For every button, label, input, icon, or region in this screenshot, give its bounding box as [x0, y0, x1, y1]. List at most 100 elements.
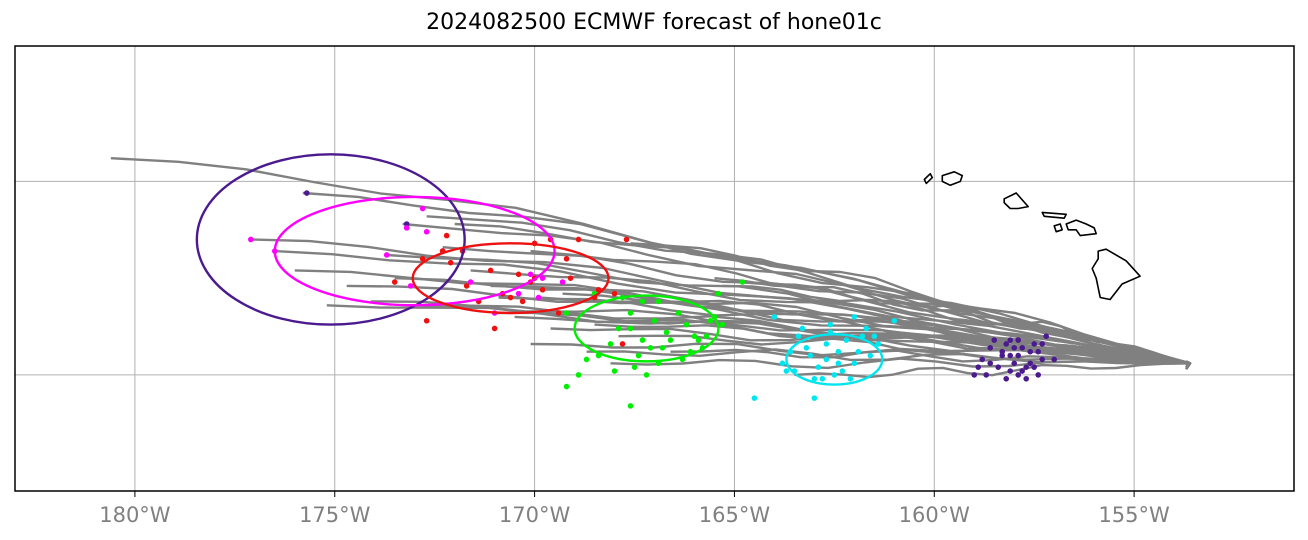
position-group-1-point — [1007, 368, 1014, 374]
position-group-4-point — [563, 383, 570, 390]
position-group-1-point — [995, 364, 1002, 370]
position-group-3-point — [519, 298, 526, 305]
position-group-5-point — [863, 325, 870, 332]
position-group-4-point — [643, 372, 650, 378]
position-group-5-point — [819, 375, 826, 382]
position-group-4-point — [715, 290, 722, 297]
ensemble-track — [470, 269, 1192, 365]
position-group-4-point — [615, 325, 622, 332]
position-group-3-point — [419, 256, 426, 262]
position-group-4-point — [739, 279, 746, 285]
position-group-4-point — [719, 321, 726, 328]
position-group-1-point — [1051, 356, 1057, 363]
position-group-4-point — [635, 352, 642, 359]
position-group-1-point — [999, 352, 1006, 359]
island-kauai — [941, 171, 964, 187]
position-group-4-point — [639, 337, 646, 343]
ensemble-track — [538, 296, 1192, 370]
position-group-2-point — [559, 279, 566, 285]
ensemble-track — [714, 277, 1192, 369]
position-group-4-point — [563, 310, 570, 316]
position-group-3-ellipse — [411, 242, 610, 315]
tick-label: 160°W — [899, 503, 971, 527]
plot-frame — [14, 45, 1295, 492]
position-group-2-point — [539, 275, 546, 281]
position-group-4-point — [607, 341, 614, 347]
position-group-3-point — [507, 294, 514, 301]
position-group-4-point — [695, 337, 702, 343]
position-group-5-point — [799, 325, 806, 332]
ensemble-track — [670, 348, 1192, 365]
position-group-5-point — [815, 364, 822, 370]
position-group-5-point — [783, 368, 790, 374]
position-group-1-point — [1023, 364, 1030, 370]
position-group-1-point — [1015, 352, 1022, 359]
position-group-1-point — [983, 372, 990, 378]
ensemble-track — [722, 284, 1192, 369]
position-group-1-point — [1015, 372, 1022, 378]
position-group-3-point — [491, 325, 498, 332]
position-group-1-point — [1007, 337, 1014, 343]
position-group-4-point — [627, 325, 634, 332]
uncertainty-ellipses — [195, 153, 884, 386]
position-group-3-point — [623, 236, 630, 243]
position-group-5-point — [875, 341, 882, 347]
position-group-4-point — [651, 317, 658, 324]
position-group-4-point — [627, 310, 634, 316]
position-group-5-point — [851, 314, 858, 320]
position-group-4-point — [675, 310, 682, 316]
position-group-5-point — [827, 321, 834, 328]
ensemble-track — [794, 362, 1192, 379]
position-group-5-point — [823, 356, 830, 363]
position-group-4-point — [627, 403, 634, 409]
position-group-4-point — [631, 364, 638, 370]
position-group-3-point — [423, 317, 430, 324]
tick-label: 170°W — [499, 503, 571, 527]
position-group-5-ellipse — [785, 333, 884, 386]
position-group-3-point — [555, 310, 562, 316]
position-group-3-point — [391, 279, 398, 285]
position-group-3-point — [611, 290, 618, 297]
position-group-5-point — [871, 333, 878, 340]
chart-title: 2024082500 ECMWF forecast of hone01c — [426, 10, 882, 35]
position-group-1-point — [1003, 341, 1010, 347]
position-group-2-point — [403, 225, 410, 231]
position-group-5-point — [843, 337, 850, 343]
position-group-1-point — [1019, 345, 1026, 351]
ensemble-tracks — [110, 157, 1192, 379]
position-group-3-point — [595, 286, 602, 293]
position-group-1-point — [975, 364, 982, 370]
position-group-2-point — [407, 283, 414, 289]
position-group-5-point — [779, 360, 786, 367]
position-group-1-point — [1011, 345, 1018, 351]
position-group-2-point — [383, 252, 390, 258]
tick-label: 175°W — [299, 503, 371, 527]
position-group-5-point — [867, 352, 874, 359]
position-group-3-point — [463, 283, 470, 289]
island-oahu — [1003, 192, 1029, 210]
position-group-1-point — [971, 372, 978, 378]
position-group-1-point — [987, 360, 994, 367]
position-group-5-point — [807, 352, 814, 359]
position-group-5-point — [835, 348, 842, 355]
position-group-2-point — [419, 205, 426, 212]
position-group-1-point — [403, 221, 410, 227]
position-group-2-point — [423, 228, 430, 235]
position-group-5-point — [771, 314, 778, 320]
position-group-1-point — [1027, 348, 1034, 355]
position-group-3-point — [563, 256, 570, 262]
position-group-5-point — [811, 375, 818, 382]
position-group-1-point — [1031, 341, 1038, 347]
position-group-2-point — [527, 271, 534, 278]
position-group-5-point — [891, 317, 898, 324]
position-group-1-point — [1039, 356, 1045, 363]
position-group-1-point — [1019, 368, 1026, 374]
position-group-5-point — [847, 375, 854, 382]
position-group-4-point — [663, 329, 670, 336]
position-group-1-point — [1007, 352, 1014, 359]
position-group-4-point — [691, 333, 698, 340]
position-group-1-ellipse — [195, 153, 466, 326]
position-group-4-point — [611, 368, 618, 374]
position-group-4-point — [683, 321, 690, 328]
